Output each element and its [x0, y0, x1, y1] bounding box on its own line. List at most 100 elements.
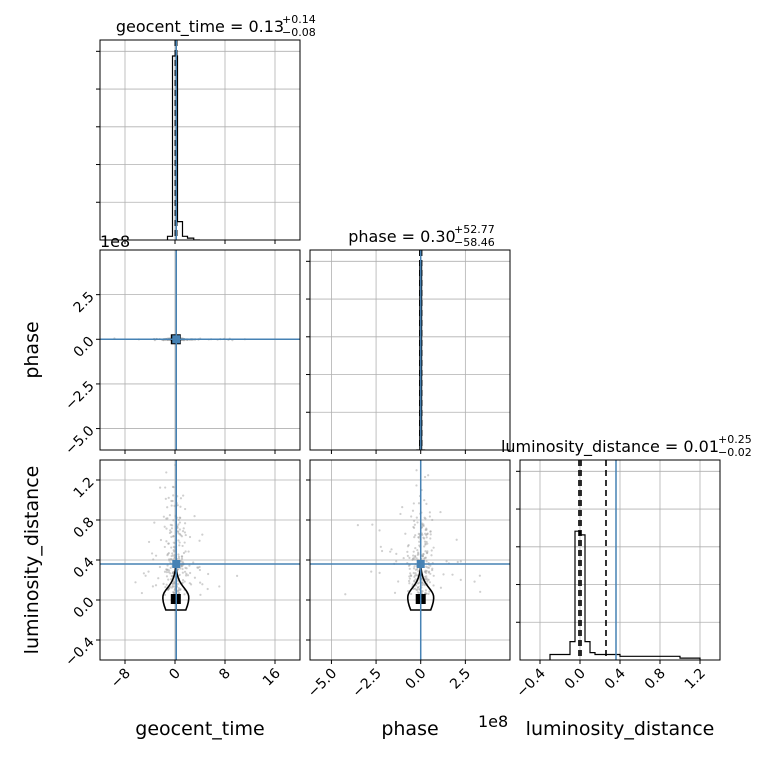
- scatter-point: [192, 561, 195, 564]
- scatter-point: [415, 557, 418, 560]
- scatter-point: [182, 551, 186, 555]
- scatter-point: [430, 549, 433, 552]
- scatter-point: [218, 585, 221, 588]
- xlabel-geocent-time: geocent_time: [135, 718, 264, 740]
- scatter-point: [344, 593, 347, 596]
- scatter-point: [184, 550, 187, 553]
- scatter-point: [142, 572, 145, 575]
- scatter-point: [428, 515, 431, 518]
- scatter-point: [412, 554, 415, 557]
- scatter-point: [177, 555, 181, 558]
- scatter-point: [166, 506, 169, 509]
- scatter-point: [415, 469, 418, 472]
- offset-label-bottom: 1e8: [478, 712, 508, 731]
- scatter-point: [413, 523, 416, 526]
- scatter-point: [412, 567, 416, 570]
- scatter-point: [168, 531, 172, 535]
- scatter-point: [153, 521, 156, 524]
- scatter-point: [177, 588, 180, 592]
- scatter-point: [181, 544, 184, 548]
- histogram-geocent_time: [166, 55, 200, 240]
- scatter-point: [427, 570, 431, 573]
- scatter-point: [188, 535, 192, 539]
- scatter-point: [418, 540, 421, 543]
- scatter-point: [432, 546, 435, 549]
- scatter-point: [406, 545, 410, 548]
- x-tick-label: −0.4: [513, 665, 548, 700]
- scatter-point: [150, 552, 154, 555]
- scatter-point: [423, 537, 426, 540]
- scatter-point: [423, 540, 427, 543]
- scatter-point: [428, 590, 431, 593]
- scatter-point: [442, 573, 445, 576]
- scatter-point: [177, 523, 180, 526]
- scatter-point: [445, 560, 448, 563]
- scatter-point: [404, 532, 407, 535]
- x-tick-label: 16: [260, 665, 284, 689]
- scatter-point: [371, 523, 374, 526]
- scatter-point: [172, 580, 176, 584]
- scatter-point: [177, 518, 180, 521]
- x-tick-label: 1.2: [682, 666, 709, 693]
- scatter-point: [193, 576, 197, 579]
- scatter-point: [380, 549, 384, 553]
- scatter-point: [410, 515, 413, 518]
- scatter-point: [199, 593, 202, 596]
- panel-geocent_time-hist: [96, 39, 301, 244]
- scatter-point: [162, 582, 165, 585]
- scatter-point: [423, 545, 426, 548]
- scatter-point: [429, 537, 432, 540]
- scatter-point: [147, 570, 150, 573]
- scatter-point: [171, 524, 174, 527]
- scatter-point: [179, 497, 183, 500]
- scatter-point: [198, 565, 201, 569]
- title-phase-plus: +52.77: [454, 223, 495, 236]
- scatter-point: [163, 525, 166, 528]
- x-tick-label: 0.0: [402, 666, 429, 693]
- y-tick-label: −2.5: [62, 378, 97, 413]
- scatter-point: [379, 545, 382, 548]
- x-tick-label: 2.5: [447, 666, 474, 693]
- scatter-point: [425, 528, 428, 531]
- xlabel-phase: phase: [381, 718, 438, 740]
- scatter-point: [424, 569, 427, 572]
- scatter-point: [406, 550, 409, 553]
- scatter-point: [421, 583, 424, 587]
- x-tick-label: 8: [216, 666, 234, 684]
- scatter-point: [416, 582, 419, 585]
- panel-luminosity_distance-hist: −0.4 0.0 0.4 0.8 1.2: [513, 459, 721, 701]
- scatter-point: [157, 577, 160, 580]
- offset-label-top: 1e8: [100, 232, 130, 251]
- scatter-point: [417, 536, 420, 539]
- scatter-point: [165, 540, 168, 543]
- scatter-point: [172, 519, 175, 522]
- scatter-point: [459, 560, 462, 563]
- scatter-point: [402, 556, 405, 560]
- scatter-point: [170, 546, 173, 549]
- scatter-point: [170, 558, 173, 561]
- scatter-point: [181, 530, 185, 533]
- title-phase: phase = 0.30: [348, 227, 455, 246]
- scatter-point: [410, 592, 413, 596]
- scatter-point: [399, 512, 402, 516]
- scatter-point: [178, 541, 181, 544]
- scatter-point: [416, 548, 419, 552]
- scatter-point: [406, 554, 409, 557]
- scatter-point: [154, 554, 158, 557]
- scatter-point: [429, 533, 432, 536]
- injection-marker: [172, 335, 181, 344]
- scatter-point: [414, 554, 417, 558]
- scatter-point: [166, 553, 169, 556]
- scatter-point: [456, 560, 459, 564]
- panel-phase-vs-luminosity_distance: −5.0 −2.5 0.0 2.5: [305, 459, 511, 701]
- scatter-point: [425, 565, 428, 568]
- scatter-point: [412, 526, 416, 529]
- scatter-point: [165, 568, 169, 572]
- scatter-point: [428, 511, 431, 514]
- scatter-point: [429, 572, 432, 575]
- scatter-point: [427, 474, 430, 477]
- scatter-point: [415, 484, 418, 487]
- scatter-point: [173, 550, 176, 553]
- scatter-point: [163, 593, 167, 597]
- scatter-point: [171, 552, 174, 555]
